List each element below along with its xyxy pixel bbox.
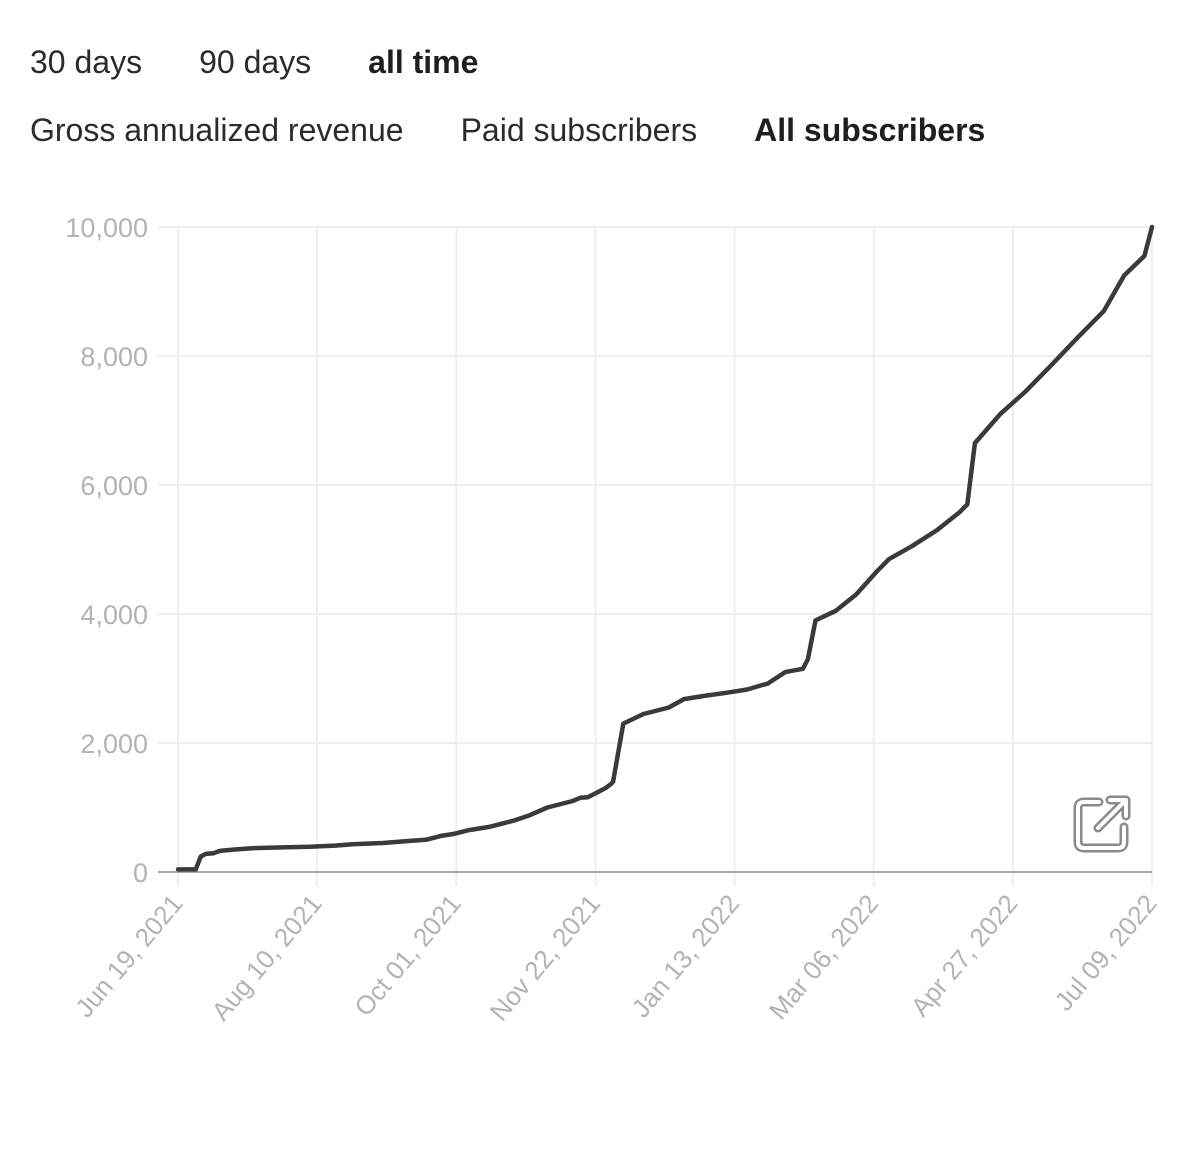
tab-gross-annualized-revenue[interactable]: Gross annualized revenue <box>30 112 404 148</box>
x-tick-label: Nov 22, 2021 <box>484 889 606 1027</box>
y-tick-label: 8,000 <box>80 342 148 372</box>
x-tick-label: Jul 09, 2022 <box>1049 889 1163 1017</box>
x-tick-label: Jan 13, 2022 <box>626 889 746 1023</box>
y-tick-label: 2,000 <box>80 729 148 759</box>
y-tick-label: 4,000 <box>80 600 148 630</box>
y-tick-label: 10,000 <box>65 213 148 243</box>
grid-layer <box>158 226 1153 886</box>
tab-all-time[interactable]: all time <box>368 44 479 80</box>
tab-all-subscribers[interactable]: All subscribers <box>754 112 986 148</box>
range-tabs: 30 days 90 days all time <box>30 40 535 84</box>
y-tick-label: 0 <box>133 858 148 888</box>
external-link-icon[interactable] <box>1072 792 1134 854</box>
x-tick-label: Aug 10, 2021 <box>205 889 327 1027</box>
subscribers-chart: 0 2,000 4,000 6,000 8,000 10,000 Jun 19, 2021… <box>65 213 1163 1027</box>
metric-tabs: Gross annualized revenue Paid subscriber… <box>30 108 1042 152</box>
y-axis: 0 2,000 4,000 6,000 8,000 10,000 <box>65 213 148 888</box>
series-line-all-subscribers <box>175 224 1155 872</box>
x-tick-label: Apr 27, 2022 <box>905 889 1024 1022</box>
x-tick-label: Oct 01, 2021 <box>348 889 467 1022</box>
tab-paid-subscribers[interactable]: Paid subscribers <box>460 112 698 148</box>
tab-30-days[interactable]: 30 days <box>30 44 143 80</box>
x-axis: Jun 19, 2021 Aug 10, 2021 Oct 01, 2021 Nov … <box>69 889 1163 1027</box>
series-layer <box>175 224 1155 872</box>
y-tick-label: 6,000 <box>80 471 148 501</box>
x-tick-label: Mar 06, 2022 <box>763 889 884 1026</box>
x-tick-label: Jun 19, 2021 <box>69 889 189 1023</box>
tab-90-days[interactable]: 90 days <box>199 44 312 80</box>
